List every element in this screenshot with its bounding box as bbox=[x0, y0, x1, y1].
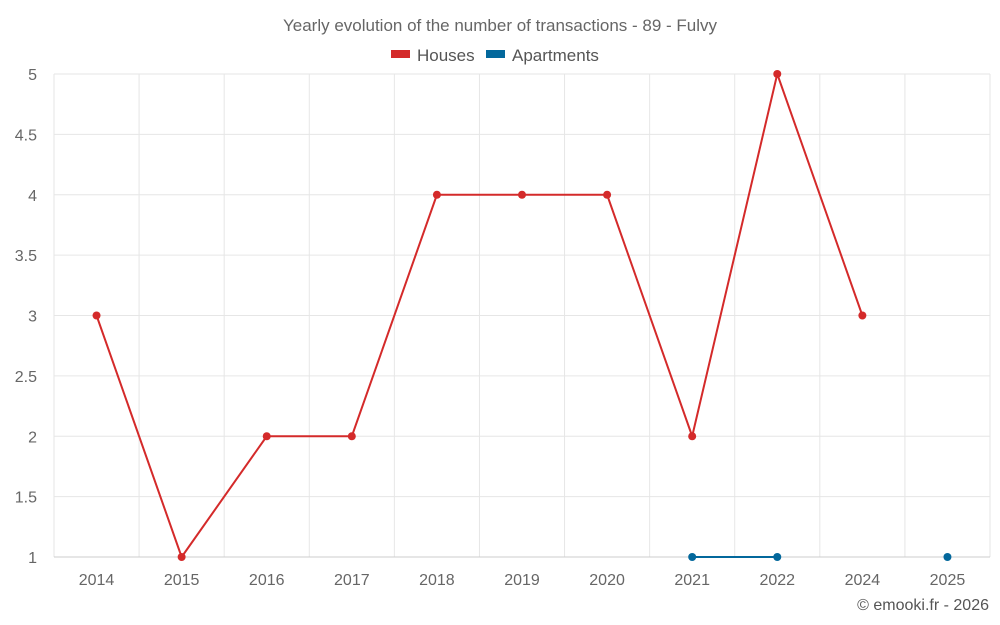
series-line-houses bbox=[95, 73, 864, 558]
data-point-houses[interactable] bbox=[858, 311, 867, 320]
legend-swatch-houses bbox=[391, 50, 410, 58]
legend-item-apartments[interactable]: Apartments bbox=[486, 46, 599, 65]
data-point-houses[interactable] bbox=[262, 432, 271, 441]
data-point-houses[interactable] bbox=[773, 70, 782, 78]
data-point-houses[interactable] bbox=[688, 432, 697, 441]
y-tick-label: 2.5 bbox=[15, 369, 37, 386]
legend: Houses Apartments bbox=[391, 46, 599, 65]
data-point-houses[interactable] bbox=[177, 553, 186, 561]
legend-label-apartments: Apartments bbox=[512, 46, 599, 65]
data-point-houses[interactable] bbox=[603, 190, 612, 199]
y-tick-label: 3 bbox=[28, 309, 37, 326]
x-tick-label: 2017 bbox=[334, 572, 370, 589]
x-tick-label: 2018 bbox=[419, 572, 455, 589]
x-tick-label: 2024 bbox=[845, 572, 881, 589]
x-tick-label: 2022 bbox=[759, 572, 795, 589]
data-point-houses[interactable] bbox=[347, 432, 356, 441]
data-point-houses[interactable] bbox=[92, 311, 101, 320]
x-tick-label: 2019 bbox=[504, 572, 540, 589]
data-point-houses[interactable] bbox=[518, 190, 526, 199]
series-apartments bbox=[688, 553, 952, 561]
series-houses bbox=[92, 70, 867, 561]
legend-label-houses: Houses bbox=[417, 46, 475, 65]
x-tick-label: 2015 bbox=[164, 572, 200, 589]
legend-item-houses[interactable]: Houses bbox=[391, 46, 475, 65]
copyright-footer: © emooki.fr - 2026 bbox=[857, 597, 989, 614]
x-tick-label: 2016 bbox=[249, 572, 285, 589]
x-tick-label: 2014 bbox=[79, 572, 115, 589]
y-tick-label: 1.5 bbox=[15, 490, 37, 507]
legend-swatch-apartments bbox=[486, 50, 505, 58]
chart-title: Yearly evolution of the number of transa… bbox=[283, 16, 718, 35]
y-tick-label: 4 bbox=[28, 188, 37, 205]
x-tick-label: 2021 bbox=[674, 572, 710, 589]
axes: 1 1.5 2 2.5 3 3.5 4 4.5 5 2014 2015 2016 2017 2018 201… bbox=[15, 67, 990, 589]
series bbox=[92, 70, 952, 561]
y-tick-label: 1 bbox=[28, 550, 37, 567]
y-tick-label: 3.5 bbox=[15, 248, 37, 265]
data-point-houses[interactable] bbox=[432, 190, 441, 199]
x-tick-label: 2025 bbox=[930, 572, 966, 589]
data-point-apartments[interactable] bbox=[688, 553, 697, 561]
y-tick-label: 4.5 bbox=[15, 127, 37, 144]
y-tick-label: 5 bbox=[28, 67, 37, 84]
data-point-apartments[interactable] bbox=[943, 553, 952, 561]
data-point-apartments[interactable] bbox=[773, 553, 782, 561]
x-tick-label: 2020 bbox=[589, 572, 625, 589]
grid bbox=[53, 73, 991, 558]
y-tick-label: 2 bbox=[28, 429, 37, 446]
